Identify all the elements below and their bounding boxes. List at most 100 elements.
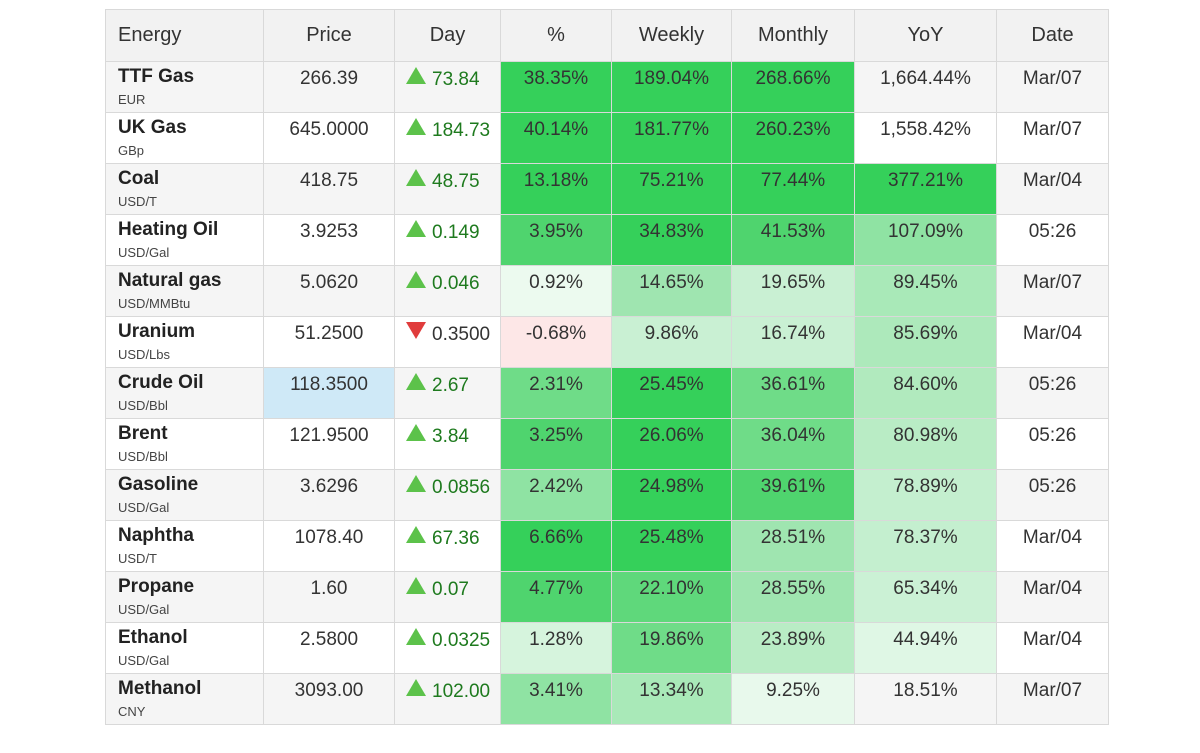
commodity-name-link[interactable]: Natural gas <box>118 270 222 291</box>
monthly-change-cell: 28.55% <box>731 571 855 623</box>
weekly-change-cell: 22.10% <box>611 571 732 623</box>
down-arrow-icon <box>406 322 426 339</box>
commodity-name-link[interactable]: Coal <box>118 168 160 189</box>
price-cell: 5.0620 <box>263 265 395 317</box>
price-cell: 1.60 <box>263 571 395 623</box>
table-row[interactable]: Propane USD/Gal 1.60 0.07 4.77% 22.10% 28.55% 6… <box>105 571 1109 623</box>
weekly-change-cell: 14.65% <box>611 265 732 317</box>
weekly-change-cell: 75.21% <box>611 163 732 215</box>
date-cell: Mar/04 <box>996 571 1109 623</box>
date-cell: 05:26 <box>996 418 1109 470</box>
date-cell: Mar/07 <box>996 61 1109 113</box>
column-header-energy[interactable]: Energy <box>105 9 264 62</box>
day-change-cell: 0.0325 <box>394 622 501 674</box>
table-row[interactable]: Uranium USD/Lbs 51.2500 0.3500 -0.68% 9.86% 16… <box>105 316 1109 368</box>
table-row[interactable]: Heating Oil USD/Gal 3.9253 0.149 3.95% 34.83%… <box>105 214 1109 266</box>
monthly-change-cell: 16.74% <box>731 316 855 368</box>
column-header-day[interactable]: Day <box>394 9 501 62</box>
price-cell: 121.9500 <box>263 418 395 470</box>
yoy-change-cell: 377.21% <box>854 163 997 215</box>
column-header-date[interactable]: Date <box>996 9 1109 62</box>
weekly-change-cell: 24.98% <box>611 469 732 521</box>
percent-change-cell: 0.92% <box>500 265 612 317</box>
day-change-value: 0.046 <box>432 273 480 294</box>
percent-change-cell: 1.28% <box>500 622 612 674</box>
up-arrow-icon <box>406 271 426 288</box>
percent-change-cell: 4.77% <box>500 571 612 623</box>
commodity-unit: USD/Bbl <box>118 398 168 413</box>
weekly-change-cell: 25.45% <box>611 367 732 419</box>
commodity-name-link[interactable]: TTF Gas <box>118 66 195 87</box>
yoy-change-cell: 65.34% <box>854 571 997 623</box>
day-change-cell: 73.84 <box>394 61 501 113</box>
commodity-unit: USD/Bbl <box>118 449 168 464</box>
table-row[interactable]: Ethanol USD/Gal 2.5800 0.0325 1.28% 19.86% 23.… <box>105 622 1109 674</box>
date-cell: Mar/04 <box>996 316 1109 368</box>
table-row[interactable]: Crude Oil USD/Bbl 118.3500 2.67 2.31% 25.45% 3… <box>105 367 1109 419</box>
table-body: TTF Gas EUR 266.39 73.84 38.35% 189.04% 268.66… <box>105 61 1109 725</box>
yoy-change-cell: 44.94% <box>854 622 997 674</box>
date-cell: 05:26 <box>996 469 1109 521</box>
table-row[interactable]: Methanol CNY 3093.00 102.00 3.41% 13.34% 9.25%… <box>105 673 1109 725</box>
weekly-change-cell: 34.83% <box>611 214 732 266</box>
commodity-name-link[interactable]: Gasoline <box>118 474 199 495</box>
table-row[interactable]: Natural gas USD/MMBtu 5.0620 0.046 0.92% 14.6… <box>105 265 1109 317</box>
column-header-price[interactable]: Price <box>263 9 395 62</box>
table-row[interactable]: Naphtha USD/T 1078.40 67.36 6.66% 25.48% 28.51… <box>105 520 1109 572</box>
monthly-change-cell: 268.66% <box>731 61 855 113</box>
up-arrow-icon <box>406 577 426 594</box>
energy-name-cell: Crude Oil USD/Bbl <box>105 367 264 419</box>
percent-change-cell: 3.25% <box>500 418 612 470</box>
energy-name-cell: Brent USD/Bbl <box>105 418 264 470</box>
up-arrow-icon <box>406 118 426 135</box>
table-row[interactable]: UK Gas GBp 645.0000 184.73 40.14% 181.77% 260.… <box>105 112 1109 164</box>
yoy-change-cell: 1,558.42% <box>854 112 997 164</box>
up-arrow-icon <box>406 67 426 84</box>
date-cell: Mar/07 <box>996 265 1109 317</box>
monthly-change-cell: 28.51% <box>731 520 855 572</box>
day-change-value: 48.75 <box>432 171 480 192</box>
day-change-value: 0.149 <box>432 222 480 243</box>
weekly-change-cell: 25.48% <box>611 520 732 572</box>
commodity-unit: USD/T <box>118 194 157 209</box>
monthly-change-cell: 9.25% <box>731 673 855 725</box>
yoy-change-cell: 107.09% <box>854 214 997 266</box>
weekly-change-cell: 19.86% <box>611 622 732 674</box>
table-row[interactable]: Gasoline USD/Gal 3.6296 0.0856 2.42% 24.98% 39… <box>105 469 1109 521</box>
day-change-value: 3.84 <box>432 426 469 447</box>
commodity-name-link[interactable]: Brent <box>118 423 168 444</box>
commodity-name-link[interactable]: Uranium <box>118 321 196 342</box>
column-header-yoy[interactable]: YoY <box>854 9 997 62</box>
up-arrow-icon <box>406 373 426 390</box>
commodity-name-link[interactable]: Methanol <box>118 678 202 699</box>
day-change-value: 184.73 <box>432 120 491 141</box>
column-header-weekly[interactable]: Weekly <box>611 9 732 62</box>
date-cell: Mar/04 <box>996 520 1109 572</box>
day-change-value: 0.0325 <box>432 630 491 651</box>
yoy-change-cell: 89.45% <box>854 265 997 317</box>
commodity-name-link[interactable]: UK Gas <box>118 117 187 138</box>
up-arrow-icon <box>406 220 426 237</box>
commodity-name-link[interactable]: Crude Oil <box>118 372 204 393</box>
day-change-cell: 3.84 <box>394 418 501 470</box>
energy-name-cell: Propane USD/Gal <box>105 571 264 623</box>
yoy-change-cell: 1,664.44% <box>854 61 997 113</box>
table-row[interactable]: TTF Gas EUR 266.39 73.84 38.35% 189.04% 268.66… <box>105 61 1109 113</box>
table-row[interactable]: Coal USD/T 418.75 48.75 13.18% 75.21% 77.44% 37… <box>105 163 1109 215</box>
commodity-name-link[interactable]: Ethanol <box>118 627 188 648</box>
table-row[interactable]: Brent USD/Bbl 121.9500 3.84 3.25% 26.06% 36.04… <box>105 418 1109 470</box>
day-change-value: 0.0856 <box>432 477 491 498</box>
energy-prices-table: Energy Price Day % Weekly Monthly YoY Da… <box>105 9 1109 725</box>
column-header-monthly[interactable]: Monthly <box>731 9 855 62</box>
day-change-cell: 0.0856 <box>394 469 501 521</box>
up-arrow-icon <box>406 679 426 696</box>
date-cell: 05:26 <box>996 214 1109 266</box>
column-header-percent[interactable]: % <box>500 9 612 62</box>
price-cell: 3.9253 <box>263 214 395 266</box>
day-change-cell: 184.73 <box>394 112 501 164</box>
commodity-unit: CNY <box>118 704 146 719</box>
commodity-name-link[interactable]: Propane <box>118 576 195 597</box>
commodity-name-link[interactable]: Heating Oil <box>118 219 219 240</box>
commodity-name-link[interactable]: Naphtha <box>118 525 194 546</box>
percent-change-cell: -0.68% <box>500 316 612 368</box>
